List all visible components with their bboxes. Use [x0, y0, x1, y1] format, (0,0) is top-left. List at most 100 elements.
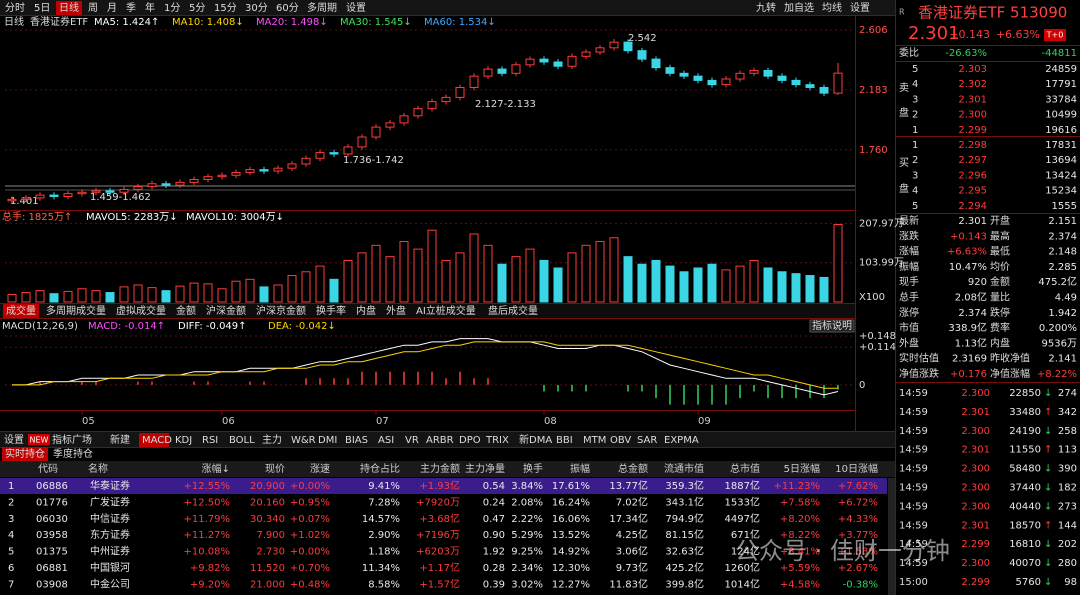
table-cell: 广发证券 [90, 495, 130, 508]
candle-body [651, 58, 661, 69]
trade-count: 202 [1058, 539, 1077, 550]
volume-bar [609, 237, 619, 303]
indicator-tab: W&R [291, 435, 316, 446]
table-cell: +7196万 [416, 530, 460, 541]
trade-price: 2.300 [961, 388, 990, 399]
volume-bar [693, 267, 703, 303]
trade-volume: 18570 [1009, 520, 1041, 531]
stat-value: +6.63% [947, 247, 987, 258]
candle-body [497, 68, 507, 74]
book-side-label: 买 [899, 157, 909, 169]
toolbar-item: 周 [88, 2, 98, 14]
table-cell: +1.53% [838, 547, 878, 558]
volume-bar [119, 286, 129, 303]
annotation: 1.736-1.742 [343, 155, 404, 166]
volume-bar [441, 259, 451, 303]
table-cell: 9.25% [511, 547, 543, 558]
table-header-bg [0, 461, 895, 477]
volume-header: MAVOL5: 2283万↓ [86, 212, 178, 223]
candle-body [259, 169, 269, 172]
watermark: 公众号 · 佳财一分钟 [735, 537, 950, 565]
stat-value: 2.285 [1048, 262, 1077, 273]
trade-count: 273 [1058, 501, 1077, 512]
candle-body [287, 163, 297, 169]
trade-count: 113 [1058, 445, 1077, 456]
stat-label: 最高 [990, 229, 1010, 242]
new-badge [28, 434, 50, 445]
trade-time: 14:59 [899, 501, 928, 512]
trade-volume: 33480 [1009, 407, 1041, 418]
volume-header: MAVOL10: 3004万↓ [186, 212, 284, 223]
candle-body [147, 183, 157, 188]
book-volume: 13424 [1045, 170, 1077, 181]
candle-body [91, 190, 101, 193]
table-cell: +9.20% [190, 579, 230, 590]
book-price: 2.298 [958, 140, 987, 151]
candle-body [203, 176, 213, 181]
trade-time: 14:59 [899, 445, 928, 456]
holdings-tab: 季度持仓 [53, 447, 93, 460]
candle-body [357, 136, 367, 148]
candle-body [791, 79, 801, 86]
table-cell: +4.58% [780, 579, 820, 590]
candle-body [511, 64, 521, 74]
table-cell: +1.02% [290, 530, 330, 541]
volume-bar [329, 278, 339, 303]
table-cell: 中信证券 [90, 512, 130, 525]
trade-side: ↓ [1044, 388, 1052, 399]
trade-time: 14:59 [899, 407, 928, 418]
table-cell: 0.47 [483, 514, 505, 525]
table-cell: 5.29% [511, 530, 543, 541]
volume-bar [49, 293, 59, 303]
book-volume: 17831 [1045, 140, 1077, 151]
stat-value: 4.49 [1055, 293, 1077, 304]
table-cell: 3.06亿 [616, 545, 648, 558]
table-cell: 4 [8, 530, 14, 541]
table-cell: 0.24 [483, 497, 505, 508]
macd-line [12, 341, 838, 389]
volume-bar [805, 275, 815, 303]
stat-label: 均价 [990, 261, 1010, 273]
toolbar-item: 年 [145, 1, 155, 14]
book-level: 5 [912, 201, 918, 212]
column-header: 主力净量 [465, 462, 505, 475]
candle-body [539, 58, 549, 63]
candle-body [665, 67, 675, 74]
quote-change: +0.143 [949, 28, 990, 41]
table-cell: 0.54 [483, 481, 505, 492]
table-cell: 华泰证券 [90, 479, 130, 492]
table-cell: +4.33% [838, 514, 878, 525]
volume-bar [833, 224, 843, 303]
candle-body [553, 61, 563, 67]
volume-bar [105, 292, 115, 303]
indicator-tab: MACD [142, 435, 172, 446]
candle-body [35, 194, 45, 199]
volume-bar [455, 252, 465, 303]
toolbar-item: 分时 [5, 2, 25, 14]
stat-value: 475.2亿 [1038, 275, 1077, 288]
stat-value: 0.200% [1039, 323, 1077, 334]
column-header: 振幅 [570, 462, 590, 475]
table-cell: -0.38% [843, 579, 878, 590]
stat-value: 1.942 [1048, 308, 1077, 319]
table-cell: 0.28 [483, 563, 505, 574]
trade-time: 14:59 [899, 426, 928, 437]
column-header: 现价 [265, 463, 285, 475]
volume-bar [679, 271, 689, 303]
trade-volume: 40440 [1009, 501, 1041, 512]
trade-volume: 58480 [1009, 464, 1041, 475]
volume-bar [35, 290, 45, 303]
candle-body [819, 86, 829, 94]
candle-body [469, 75, 479, 88]
toolbar-item: 设置 [850, 2, 870, 14]
book-level: 1 [912, 125, 918, 136]
trade-price: 2.300 [961, 558, 990, 569]
book-level: 4 [912, 79, 918, 90]
candle-body [679, 72, 689, 77]
indicator-tab: BIAS [345, 435, 368, 446]
stat-label: 金额 [990, 275, 1010, 288]
quote-name: 香港证券ETF 513090 [918, 4, 1067, 22]
candle-body [343, 146, 353, 155]
new-badge-label: NEW [30, 436, 49, 445]
